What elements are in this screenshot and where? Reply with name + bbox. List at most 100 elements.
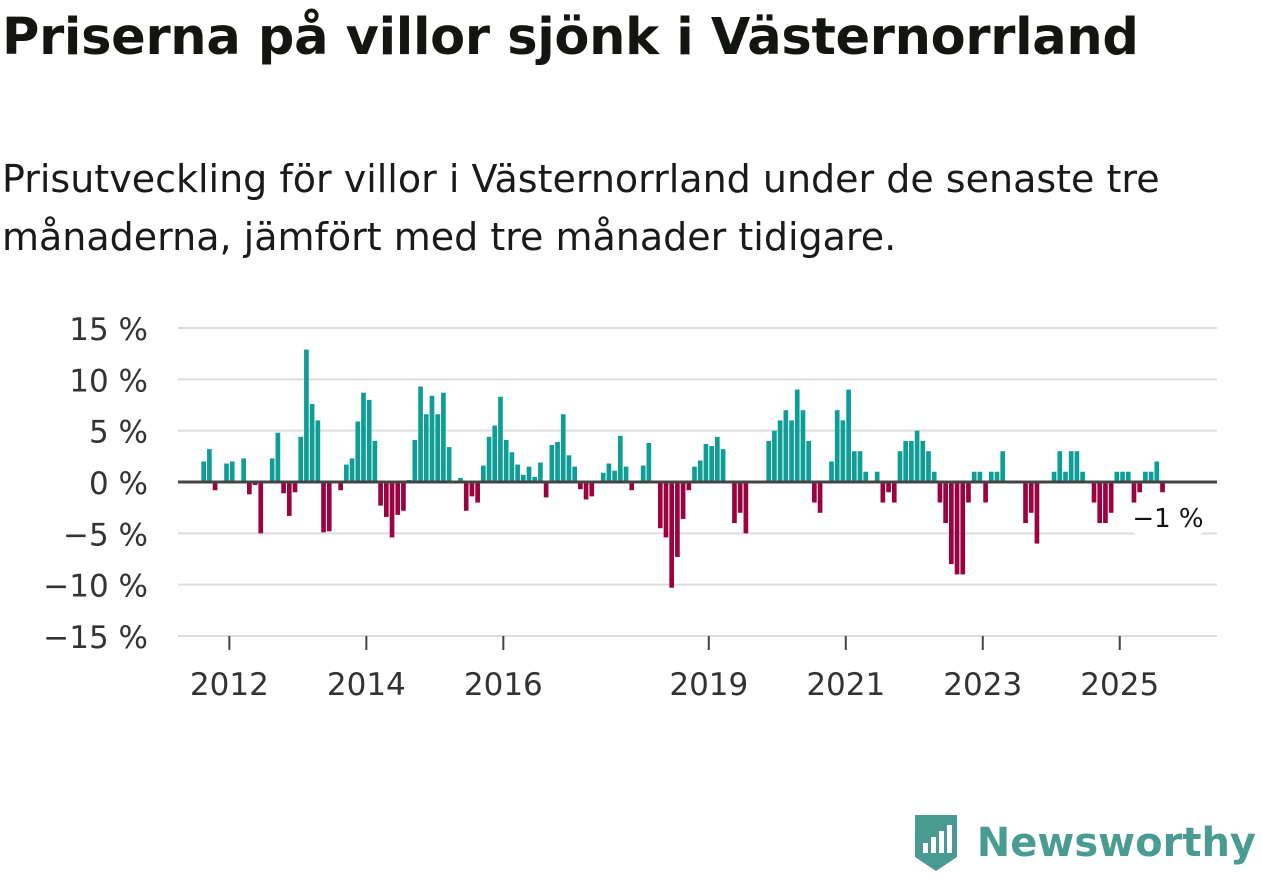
bar [600, 472, 606, 482]
bar [617, 435, 623, 482]
bar [1125, 471, 1131, 482]
bar [304, 349, 309, 482]
bar [834, 410, 840, 482]
bar [1057, 451, 1063, 482]
bar [589, 482, 595, 497]
chart-subtitle: Prisutveckling för villor i Västernorrla… [2, 157, 1160, 259]
bar [389, 482, 395, 538]
bar [292, 482, 298, 493]
bar [555, 441, 560, 482]
bar [338, 482, 343, 491]
bar [663, 482, 669, 538]
x-tick-label: 2016 [464, 667, 543, 700]
bar [1148, 471, 1154, 482]
chart-title: Priserna på villor sjönk i Västernorrlan… [2, 8, 1139, 67]
bar [298, 436, 304, 482]
bar [429, 395, 435, 482]
bar [886, 482, 891, 493]
bar [503, 439, 509, 482]
bar [657, 482, 663, 529]
bar [224, 463, 229, 482]
bar [646, 442, 652, 482]
bar [1143, 471, 1148, 482]
bar [532, 476, 538, 482]
brand-name: Newsworthy [976, 820, 1256, 866]
y-tick-label: 0 % [89, 466, 148, 502]
bar [863, 471, 869, 482]
bar [777, 420, 783, 482]
bar [366, 399, 372, 482]
annotation-background [1130, 502, 1206, 536]
bar [909, 440, 914, 482]
bar [960, 482, 966, 575]
bar [526, 466, 532, 482]
bar [1120, 471, 1125, 482]
bar [732, 482, 737, 524]
bar [1091, 482, 1097, 503]
bar [498, 396, 503, 482]
bar [241, 458, 246, 482]
bar [971, 471, 977, 482]
bar [1051, 471, 1057, 482]
bar [715, 436, 720, 482]
bar [418, 386, 423, 482]
bar [572, 466, 577, 482]
bar [560, 414, 566, 482]
bar [247, 482, 252, 495]
bar [1103, 482, 1108, 524]
bar [789, 420, 794, 482]
bar [1108, 482, 1114, 513]
y-tick-label: −10 % [43, 569, 148, 605]
y-tick-label: 5 % [89, 415, 148, 451]
bar [1000, 451, 1006, 482]
bar [1114, 471, 1120, 482]
bar [891, 482, 897, 503]
last-value-annotation: −1 % [1132, 504, 1203, 534]
bar [566, 455, 572, 482]
bar [720, 449, 726, 482]
bar [949, 482, 954, 565]
bar [988, 471, 994, 482]
bar [897, 451, 903, 482]
bar [441, 392, 446, 482]
bar [623, 466, 629, 482]
bar [344, 464, 349, 482]
bar [275, 432, 281, 482]
bar [880, 482, 886, 503]
newsworthy-logo-icon [914, 815, 957, 871]
bar [772, 430, 777, 482]
bar [481, 465, 486, 482]
bar [840, 420, 846, 482]
x-tick-label: 2014 [327, 667, 406, 700]
bar [475, 482, 480, 503]
bar [515, 464, 520, 482]
bar [697, 460, 703, 482]
bar [812, 482, 817, 503]
bar [1154, 461, 1160, 482]
bar [458, 477, 463, 482]
bar [1028, 482, 1034, 513]
bar [395, 482, 401, 515]
bar [977, 471, 983, 482]
bar [680, 482, 686, 519]
bar [207, 449, 212, 482]
bar [309, 403, 315, 482]
bar [469, 482, 475, 497]
bar [675, 482, 680, 557]
bar [372, 440, 378, 482]
bar [794, 389, 800, 482]
bar [669, 482, 675, 588]
bar [492, 425, 498, 482]
bar [800, 410, 806, 482]
bar [315, 420, 321, 482]
bar [212, 482, 218, 491]
x-tick-label: 2019 [669, 667, 748, 700]
bar [252, 482, 258, 486]
bar [851, 451, 857, 482]
x-tick-label: 2021 [806, 667, 885, 700]
bar [578, 482, 583, 490]
bar [349, 458, 355, 482]
bar [1097, 482, 1103, 524]
bar [829, 461, 834, 482]
bar [378, 482, 383, 506]
